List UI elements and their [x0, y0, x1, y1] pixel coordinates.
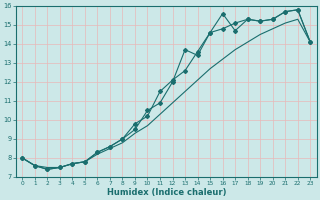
X-axis label: Humidex (Indice chaleur): Humidex (Indice chaleur): [107, 188, 226, 197]
